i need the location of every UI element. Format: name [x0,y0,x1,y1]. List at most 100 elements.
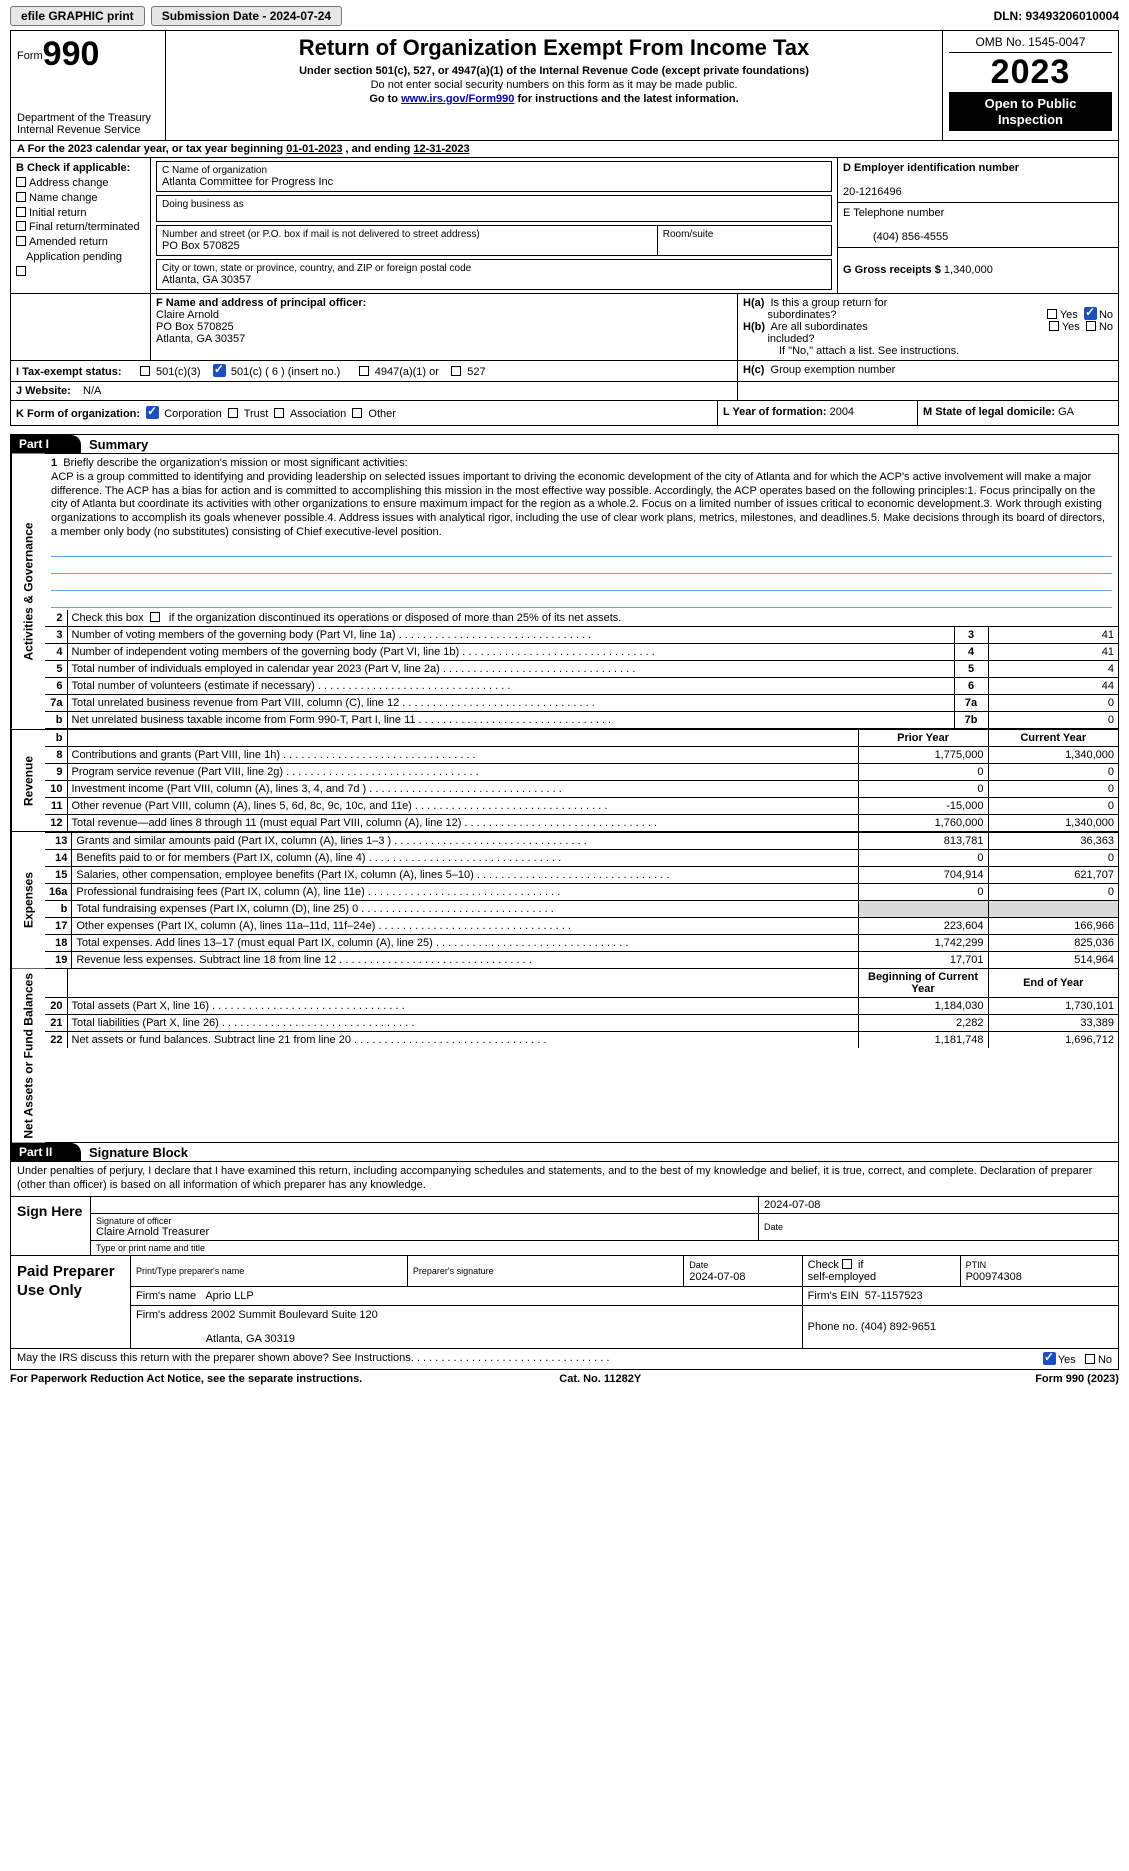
phone-value: (404) 856-4555 [843,231,948,243]
table-row: 6Total number of volunteers (estimate if… [45,677,1118,694]
ein-value: 20-1216496 [843,186,902,198]
opt-initial-return: Initial return [29,207,86,219]
top-strip: efile GRAPHIC print Submission Date - 20… [10,6,1119,26]
phone-label: E Telephone number [843,207,944,219]
form-subtitle-2: Do not enter social security numbers on … [172,79,936,91]
city-label: City or town, state or province, country… [162,263,826,274]
org-name: Atlanta Committee for Progress Inc [162,176,826,188]
table-row: 4Number of independent voting members of… [45,643,1118,660]
street-label: Number and street (or P.O. box if mail i… [162,229,652,240]
line-i: I Tax-exempt status: 501(c)(3) 501(c) ( … [10,361,1119,382]
public-inspection-badge: Open to PublicInspection [949,92,1112,131]
room-label: Room/suite [663,229,826,240]
line-f-h: F Name and address of principal officer:… [10,294,1119,361]
checkbox-assoc[interactable] [274,408,284,418]
table-row: 21Total liabilities (Part X, line 26)2,2… [45,1014,1118,1031]
table-row: 15Salaries, other compensation, employee… [45,866,1118,883]
table-row: 13Grants and similar amounts paid (Part … [45,832,1118,849]
hb-note: If "No," attach a list. See instructions… [743,345,1113,357]
form-number: Form990 [17,35,159,74]
net-assets-table: Beginning of Current Year End of Year 20… [45,969,1118,1048]
table-row: 9Program service revenue (Part VIII, lin… [45,763,1118,780]
checkbox-501c3[interactable] [140,366,150,376]
section-b-header: B Check if applicable: [16,162,130,174]
footer-cat: Cat. No. 11282Y [559,1373,641,1385]
sig-officer-label: Signature of officer Claire Arnold Treas… [91,1213,759,1240]
checkbox-app-pending[interactable] [16,266,26,276]
gross-receipts-value: 1,340,000 [944,264,993,276]
table-row: 19Revenue less expenses. Subtract line 1… [45,951,1118,968]
street-value: PO Box 570825 [162,240,652,252]
opt-name-change: Name change [29,192,98,204]
info-grid: B Check if applicable: Address change Na… [10,158,1119,294]
table-row: bTotal fundraising expenses (Part IX, co… [45,900,1118,917]
checkbox-address-change[interactable] [16,177,26,187]
dln-label: DLN: 93493206010004 [994,9,1119,23]
checkbox-final-return[interactable] [16,221,26,231]
officer-addr1: PO Box 570825 [156,321,234,333]
table-row: 11Other revenue (Part VIII, column (A), … [45,797,1118,814]
revenue-table: b Prior Year Current Year 8Contributions… [45,730,1118,831]
part2-title: Signature Block [81,1145,188,1160]
opt-amended-return: Amended return [29,236,108,248]
table-row: 8Contributions and grants (Part VIII, li… [45,746,1118,763]
line-k-l-m: K Form of organization: Corporation Trus… [10,401,1119,426]
form-header: Form990 Department of the Treasury Inter… [10,30,1119,141]
tax-status-label: I Tax-exempt status: [16,366,122,378]
checkbox-other[interactable] [352,408,362,418]
year-formation-label: L Year of formation: [723,406,827,418]
firm-name: Aprio LLP [205,1290,253,1302]
checkbox-ha-no-checked[interactable] [1084,307,1097,320]
line-a: A For the 2023 calendar year, or tax yea… [10,141,1119,158]
band-revenue: Revenue [11,730,45,831]
checkbox-initial-return[interactable] [16,207,26,217]
opt-address-change: Address change [29,177,109,189]
checkbox-hb-no[interactable] [1086,321,1096,331]
mission-text: ACP is a group committed to identifying … [51,471,1112,540]
table-row: 20Total assets (Part X, line 16)1,184,03… [45,997,1118,1014]
table-row: 22Net assets or fund balances. Subtract … [45,1031,1118,1048]
band-activities: Activities & Governance [11,454,45,729]
checkbox-corp-checked[interactable] [146,406,159,419]
checkbox-527[interactable] [451,366,461,376]
table-row: 5Total number of individuals employed in… [45,660,1118,677]
officer-label: F Name and address of principal officer: [156,297,366,309]
checkbox-discuss-yes-checked[interactable] [1043,1352,1056,1365]
expenses-table: 13Grants and similar amounts paid (Part … [45,832,1118,968]
irs-link[interactable]: www.irs.gov/Form990 [401,93,514,105]
governance-table: 2 Check this box if the organization dis… [45,610,1118,729]
website-value: N/A [83,385,101,397]
signature-declaration: Under penalties of perjury, I declare th… [10,1162,1119,1197]
firm-addr2: Atlanta, GA 30319 [206,1333,295,1345]
paid-preparer-label: Paid Preparer Use Only [11,1256,131,1348]
checkbox-name-change[interactable] [16,192,26,202]
checkbox-501c-checked[interactable] [213,364,226,377]
table-row: 7aTotal unrelated business revenue from … [45,694,1118,711]
table-row: 10Investment income (Part VIII, column (… [45,780,1118,797]
checkbox-self-employed[interactable] [842,1259,852,1269]
checkbox-trust[interactable] [228,408,238,418]
checkbox-discuss-no[interactable] [1085,1354,1095,1364]
checkbox-4947[interactable] [359,366,369,376]
officer-addr2: Atlanta, GA 30357 [156,333,245,345]
mission-label: Briefly describe the organization's miss… [63,457,407,469]
band-net-assets: Net Assets or Fund Balances [11,969,45,1143]
table-row: 16aProfessional fundraising fees (Part I… [45,883,1118,900]
firm-addr1: 2002 Summit Boulevard Suite 120 [211,1309,378,1321]
submission-date-button[interactable]: Submission Date - 2024-07-24 [151,6,342,26]
efile-button[interactable]: efile GRAPHIC print [10,6,145,26]
state-domicile-value: GA [1058,406,1074,418]
officer-name: Claire Arnold [156,309,219,321]
checkbox-discontinued[interactable] [150,612,160,622]
prep-date: 2024-07-08 [689,1271,745,1283]
table-row: 18Total expenses. Add lines 13–17 (must … [45,934,1118,951]
discuss-row: May the IRS discuss this return with the… [10,1349,1119,1370]
page-footer: For Paperwork Reduction Act Notice, see … [10,1370,1119,1385]
form-org-label: K Form of organization: [16,408,140,420]
omb-number: OMB No. 1545-0047 [949,35,1112,53]
checkbox-hb-yes[interactable] [1049,321,1059,331]
checkbox-ha-yes[interactable] [1047,309,1057,319]
opt-app-pending: Application pending [26,251,122,263]
checkbox-amended-return[interactable] [16,236,26,246]
opt-final-return: Final return/terminated [29,221,140,233]
